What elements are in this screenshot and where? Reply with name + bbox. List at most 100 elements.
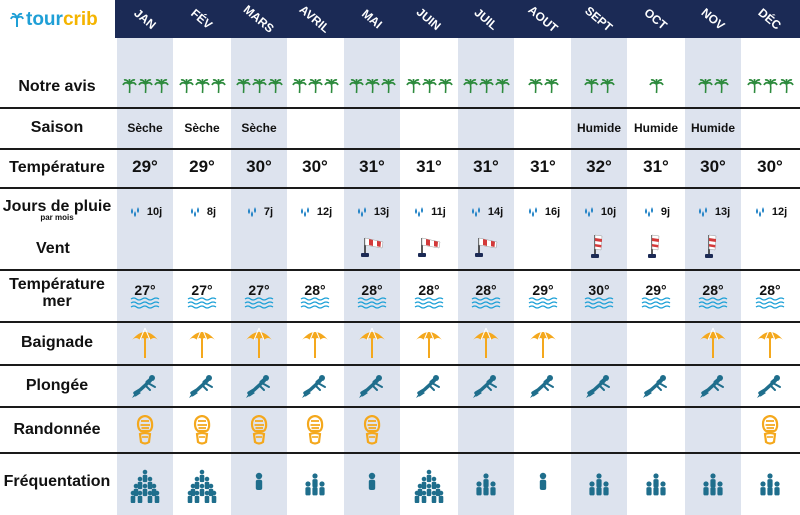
sea-temp-value: 29° bbox=[645, 282, 667, 298]
month-label: SEPT bbox=[582, 3, 616, 35]
diver-icon bbox=[700, 375, 724, 398]
swim-cell bbox=[401, 326, 457, 360]
crowd-cell bbox=[515, 468, 571, 504]
row-divider bbox=[0, 364, 800, 366]
rain-days: 8j bbox=[206, 206, 217, 218]
sea-temp-value: 28° bbox=[759, 282, 781, 298]
person-icon bbox=[760, 473, 780, 496]
beach-umbrella-icon bbox=[700, 327, 726, 358]
windsock-icon bbox=[591, 234, 603, 258]
avis-cell bbox=[685, 76, 741, 96]
saison-cell bbox=[458, 118, 514, 138]
saison-value: Sèche bbox=[241, 121, 277, 135]
row-divider bbox=[0, 269, 800, 271]
palm-tree-icon bbox=[210, 78, 226, 94]
rain-group: 7j bbox=[245, 206, 273, 218]
person-icon bbox=[368, 472, 376, 490]
rain-cell: 14j bbox=[458, 204, 514, 220]
month-label: MARS bbox=[240, 2, 278, 36]
sea-temp-cell: 28° bbox=[344, 276, 400, 316]
rain-cell: 10j bbox=[571, 204, 627, 220]
person-icon bbox=[130, 469, 160, 503]
dive-cell bbox=[174, 372, 230, 400]
row-label-randonnee: Randonnée bbox=[0, 412, 114, 448]
avis-cell bbox=[344, 76, 400, 96]
row-label-baignade: Baignade bbox=[0, 325, 114, 361]
temperature-cell: 31° bbox=[458, 155, 514, 179]
temperature-value: 29° bbox=[189, 157, 215, 176]
month-label: AOUT bbox=[525, 2, 561, 36]
row-label-text: Baignade bbox=[20, 334, 93, 351]
sea-temp-cell: 30° bbox=[571, 276, 627, 316]
swim-cell bbox=[117, 326, 173, 360]
windsock-icon bbox=[418, 237, 441, 257]
rain-cell: 16j bbox=[515, 204, 571, 220]
person-icon bbox=[646, 473, 666, 496]
sea-temp-value: 27° bbox=[134, 282, 156, 298]
crowd-cell bbox=[628, 468, 684, 504]
sea-wave-icon bbox=[471, 297, 501, 309]
row-divider bbox=[0, 452, 800, 454]
palm-tree-icon bbox=[478, 78, 494, 94]
sea-wave-icon bbox=[187, 297, 217, 309]
crowd-cell bbox=[231, 468, 287, 504]
sea-wave-icon bbox=[641, 297, 671, 309]
rain-days: 9j bbox=[660, 206, 671, 218]
beach-umbrella-icon bbox=[359, 327, 385, 358]
crowd-cell bbox=[685, 468, 741, 504]
wind-cell bbox=[628, 230, 684, 262]
rain-drop-icon bbox=[644, 207, 653, 217]
palm-tree-icon bbox=[291, 78, 307, 94]
month-label: MAI bbox=[359, 6, 385, 32]
dive-cell bbox=[571, 372, 627, 400]
diver-icon bbox=[586, 375, 610, 398]
temperature-value: 30° bbox=[700, 157, 726, 176]
palm-tree-icon bbox=[527, 78, 543, 94]
month-header: DÉC bbox=[742, 0, 798, 38]
saison-cell: Humide bbox=[571, 118, 627, 138]
temperature-cell: 31° bbox=[344, 155, 400, 179]
avis-cell bbox=[742, 76, 798, 96]
swim-cell bbox=[515, 326, 571, 360]
temperature-cell: 30° bbox=[287, 155, 343, 179]
row-label-text: Saison bbox=[30, 119, 84, 136]
rain-cell: 12j bbox=[287, 204, 343, 220]
hiking-footprint-icon bbox=[136, 415, 154, 445]
crowd-cell bbox=[174, 468, 230, 504]
palm-tree-icon bbox=[251, 78, 267, 94]
row-label-saison: Saison bbox=[0, 112, 114, 144]
saison-value: Sèche bbox=[184, 121, 220, 135]
diver-icon bbox=[757, 375, 781, 398]
saison-value: Humide bbox=[633, 121, 678, 135]
rain-drop-icon bbox=[357, 207, 366, 217]
row-label-vent: Vent bbox=[36, 240, 70, 257]
avis-cell bbox=[628, 76, 684, 96]
rain-drop-icon bbox=[247, 207, 256, 217]
diver-icon bbox=[189, 375, 213, 398]
windsock-icon bbox=[705, 234, 717, 258]
crowd-cell bbox=[458, 468, 514, 504]
dive-cell bbox=[515, 372, 571, 400]
avis-cell bbox=[401, 76, 457, 96]
dive-cell bbox=[742, 372, 798, 400]
month-header: SEPT bbox=[571, 0, 627, 38]
row-label-frequentation: Fréquentation bbox=[0, 465, 114, 499]
palm-tree-icon bbox=[713, 78, 729, 94]
rain-days: 10j bbox=[600, 206, 617, 218]
sea-temp-value: 29° bbox=[532, 282, 554, 298]
rain-group: 14j bbox=[469, 206, 503, 218]
palm-tree-icon bbox=[323, 78, 339, 94]
dive-cell bbox=[401, 372, 457, 400]
palm-tree-icon bbox=[267, 78, 283, 94]
row-label-text: Température bbox=[9, 159, 105, 176]
saison-value: Humide bbox=[576, 121, 621, 135]
temperature-cell: 31° bbox=[401, 155, 457, 179]
rain-drop-icon bbox=[755, 207, 764, 217]
rain-cell: 7j bbox=[231, 204, 287, 220]
sea-temp-cell: 27° bbox=[174, 276, 230, 316]
crowd-cell bbox=[401, 468, 457, 504]
windsock-icon bbox=[361, 237, 384, 257]
palm-tree-icon bbox=[405, 78, 421, 94]
swim-cell bbox=[287, 326, 343, 360]
hike-cell bbox=[117, 414, 173, 446]
